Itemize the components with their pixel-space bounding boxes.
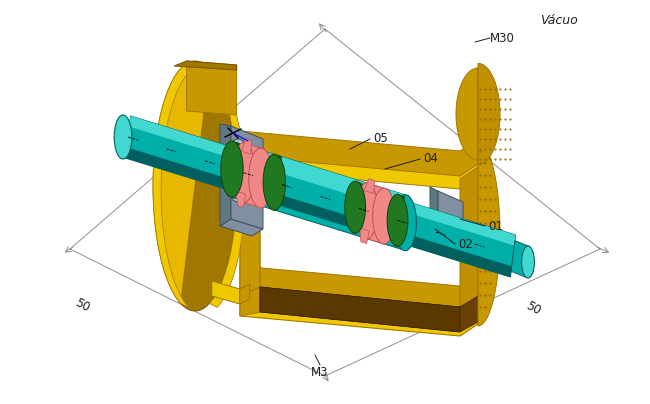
Text: M30: M30 <box>490 32 515 44</box>
Polygon shape <box>456 68 478 160</box>
Polygon shape <box>231 174 263 229</box>
Polygon shape <box>241 139 252 154</box>
Text: 05: 05 <box>373 133 388 145</box>
Polygon shape <box>430 187 438 234</box>
Polygon shape <box>352 182 362 233</box>
Text: 50: 50 <box>72 296 92 314</box>
Polygon shape <box>363 184 387 243</box>
Polygon shape <box>240 131 478 179</box>
Polygon shape <box>233 143 408 249</box>
Polygon shape <box>240 289 478 336</box>
Ellipse shape <box>263 154 285 210</box>
Polygon shape <box>430 228 463 242</box>
Ellipse shape <box>521 246 534 278</box>
Polygon shape <box>438 191 463 236</box>
Polygon shape <box>359 228 369 244</box>
Polygon shape <box>237 143 408 209</box>
Polygon shape <box>181 69 237 311</box>
Text: 02: 02 <box>458 238 473 250</box>
Ellipse shape <box>231 143 255 203</box>
Ellipse shape <box>249 148 273 208</box>
Ellipse shape <box>225 142 247 198</box>
Polygon shape <box>271 156 281 210</box>
Ellipse shape <box>221 141 243 197</box>
Polygon shape <box>364 179 374 194</box>
Polygon shape <box>153 61 245 307</box>
Ellipse shape <box>232 192 244 202</box>
Ellipse shape <box>387 194 408 246</box>
Polygon shape <box>220 162 263 179</box>
Text: M3: M3 <box>311 366 329 379</box>
Polygon shape <box>240 144 265 207</box>
Polygon shape <box>478 142 500 326</box>
Ellipse shape <box>232 139 244 149</box>
Text: 50: 50 <box>523 299 543 317</box>
Polygon shape <box>240 157 260 296</box>
Ellipse shape <box>356 183 378 239</box>
Polygon shape <box>125 147 512 277</box>
Polygon shape <box>220 219 263 236</box>
Polygon shape <box>212 281 240 304</box>
Ellipse shape <box>236 196 242 200</box>
Polygon shape <box>231 126 263 172</box>
Polygon shape <box>240 131 260 316</box>
Polygon shape <box>260 287 460 332</box>
Polygon shape <box>478 63 500 164</box>
Polygon shape <box>125 116 515 277</box>
Polygon shape <box>220 124 231 169</box>
Polygon shape <box>395 196 404 246</box>
Polygon shape <box>260 287 478 332</box>
Polygon shape <box>174 61 237 70</box>
Polygon shape <box>153 61 209 303</box>
Polygon shape <box>229 142 239 197</box>
Polygon shape <box>240 284 250 304</box>
Polygon shape <box>220 169 231 226</box>
Polygon shape <box>187 61 237 115</box>
Ellipse shape <box>394 195 417 250</box>
Polygon shape <box>240 156 478 189</box>
Text: 01: 01 <box>488 219 503 232</box>
Text: 04: 04 <box>423 152 438 166</box>
Text: Vácuo: Vácuo <box>540 13 578 27</box>
Ellipse shape <box>236 143 242 147</box>
Ellipse shape <box>344 181 365 233</box>
Polygon shape <box>240 266 478 316</box>
Polygon shape <box>511 241 530 277</box>
Polygon shape <box>129 116 515 246</box>
Ellipse shape <box>372 188 395 244</box>
Polygon shape <box>236 191 246 207</box>
Ellipse shape <box>114 115 132 159</box>
Polygon shape <box>460 167 478 309</box>
